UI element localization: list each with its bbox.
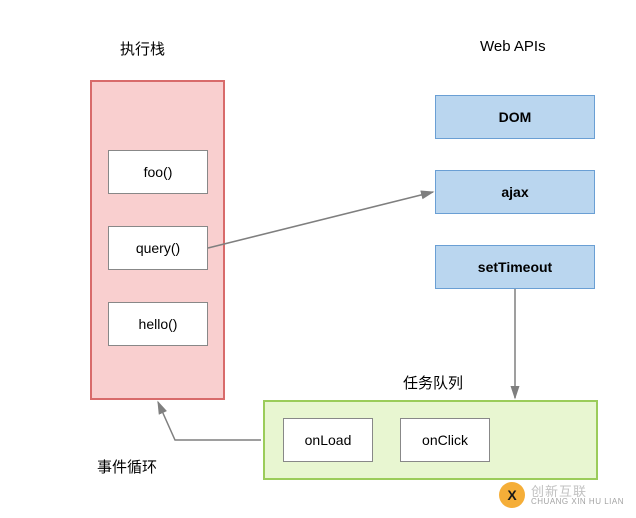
webapis-title: Web APIs [480,38,546,55]
api-item: ajax [435,170,595,214]
watermark-logo-icon: X [499,482,525,508]
stack-item: query() [108,226,208,270]
stack-item: hello() [108,302,208,346]
eventloop-title: 事件循环 [97,456,157,477]
watermark-cn: 创新互联 [531,485,624,498]
watermark: X 创新互联 CHUANG XIN HU LIAN [499,482,624,508]
stack-item: foo() [108,150,208,194]
watermark-en: CHUANG XIN HU LIAN [531,498,624,506]
stack-title: 执行栈 [120,38,165,59]
taskqueue-title: 任务队列 [403,372,463,393]
api-item: DOM [435,95,595,139]
queue-item: onClick [400,418,490,462]
queue-item: onLoad [283,418,373,462]
api-item: setTimeout [435,245,595,289]
